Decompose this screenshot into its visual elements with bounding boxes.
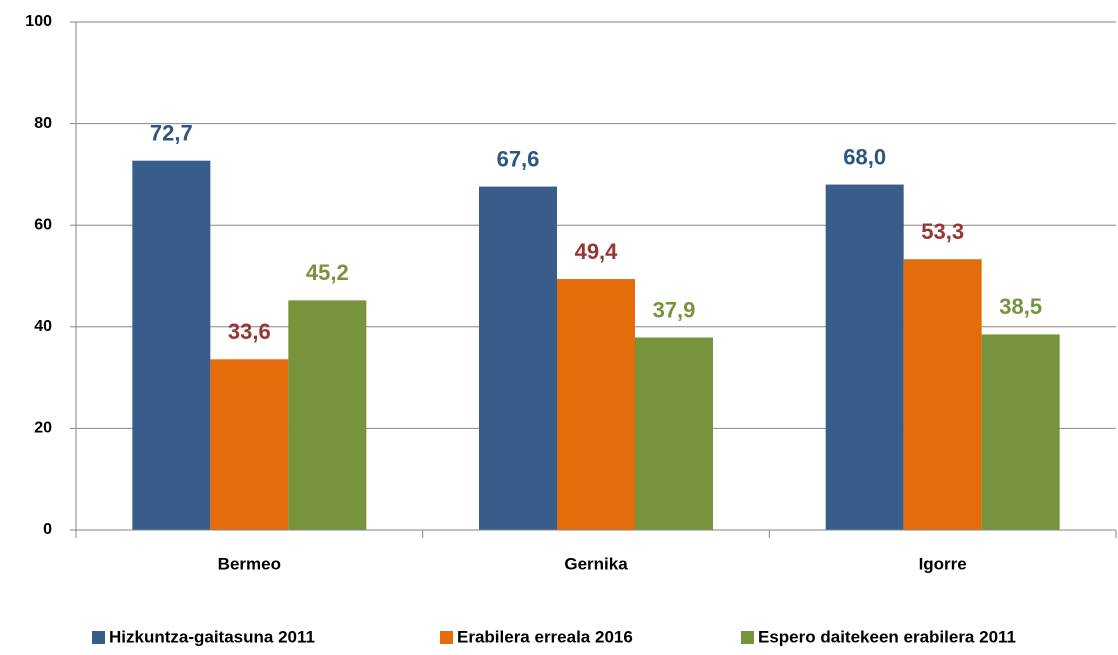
bar: [132, 160, 211, 530]
legend-label: Erabilera erreala 2016: [457, 627, 633, 646]
value-label: 67,6: [497, 146, 540, 171]
value-label: 72,7: [150, 120, 193, 145]
y-tick-label: 60: [34, 216, 52, 233]
bar: [825, 184, 904, 530]
bar: [210, 359, 289, 530]
legend-swatch: [92, 631, 105, 644]
x-tick-label: Bermeo: [218, 554, 281, 573]
bar: [635, 337, 713, 530]
value-label: 33,6: [228, 319, 271, 344]
legend-label: Hizkuntza-gaitasuna 2011: [109, 627, 315, 646]
bar: [903, 259, 982, 530]
y-tick-label: 0: [43, 521, 52, 538]
value-label: 37,9: [653, 297, 696, 322]
y-tick-label: 80: [34, 115, 52, 132]
legend-swatch: [741, 631, 754, 644]
value-label: 38,5: [999, 294, 1042, 319]
legend-swatch: [440, 631, 453, 644]
value-label: 49,4: [575, 239, 619, 264]
bar: [479, 186, 557, 531]
bar: [981, 334, 1060, 530]
x-tick-label: Gernika: [564, 554, 628, 573]
value-label: 68,0: [843, 144, 886, 169]
bar: [288, 300, 367, 530]
y-tick-label: 40: [34, 318, 52, 335]
value-label: 53,3: [921, 219, 964, 244]
legend-label: Espero daitekeen erabilera 2011: [758, 627, 1016, 646]
x-tick-label: Igorre: [919, 554, 967, 573]
y-tick-label: 20: [34, 420, 52, 437]
y-tick-label: 100: [25, 13, 52, 30]
value-label: 45,2: [306, 260, 349, 285]
bar: [557, 279, 635, 530]
